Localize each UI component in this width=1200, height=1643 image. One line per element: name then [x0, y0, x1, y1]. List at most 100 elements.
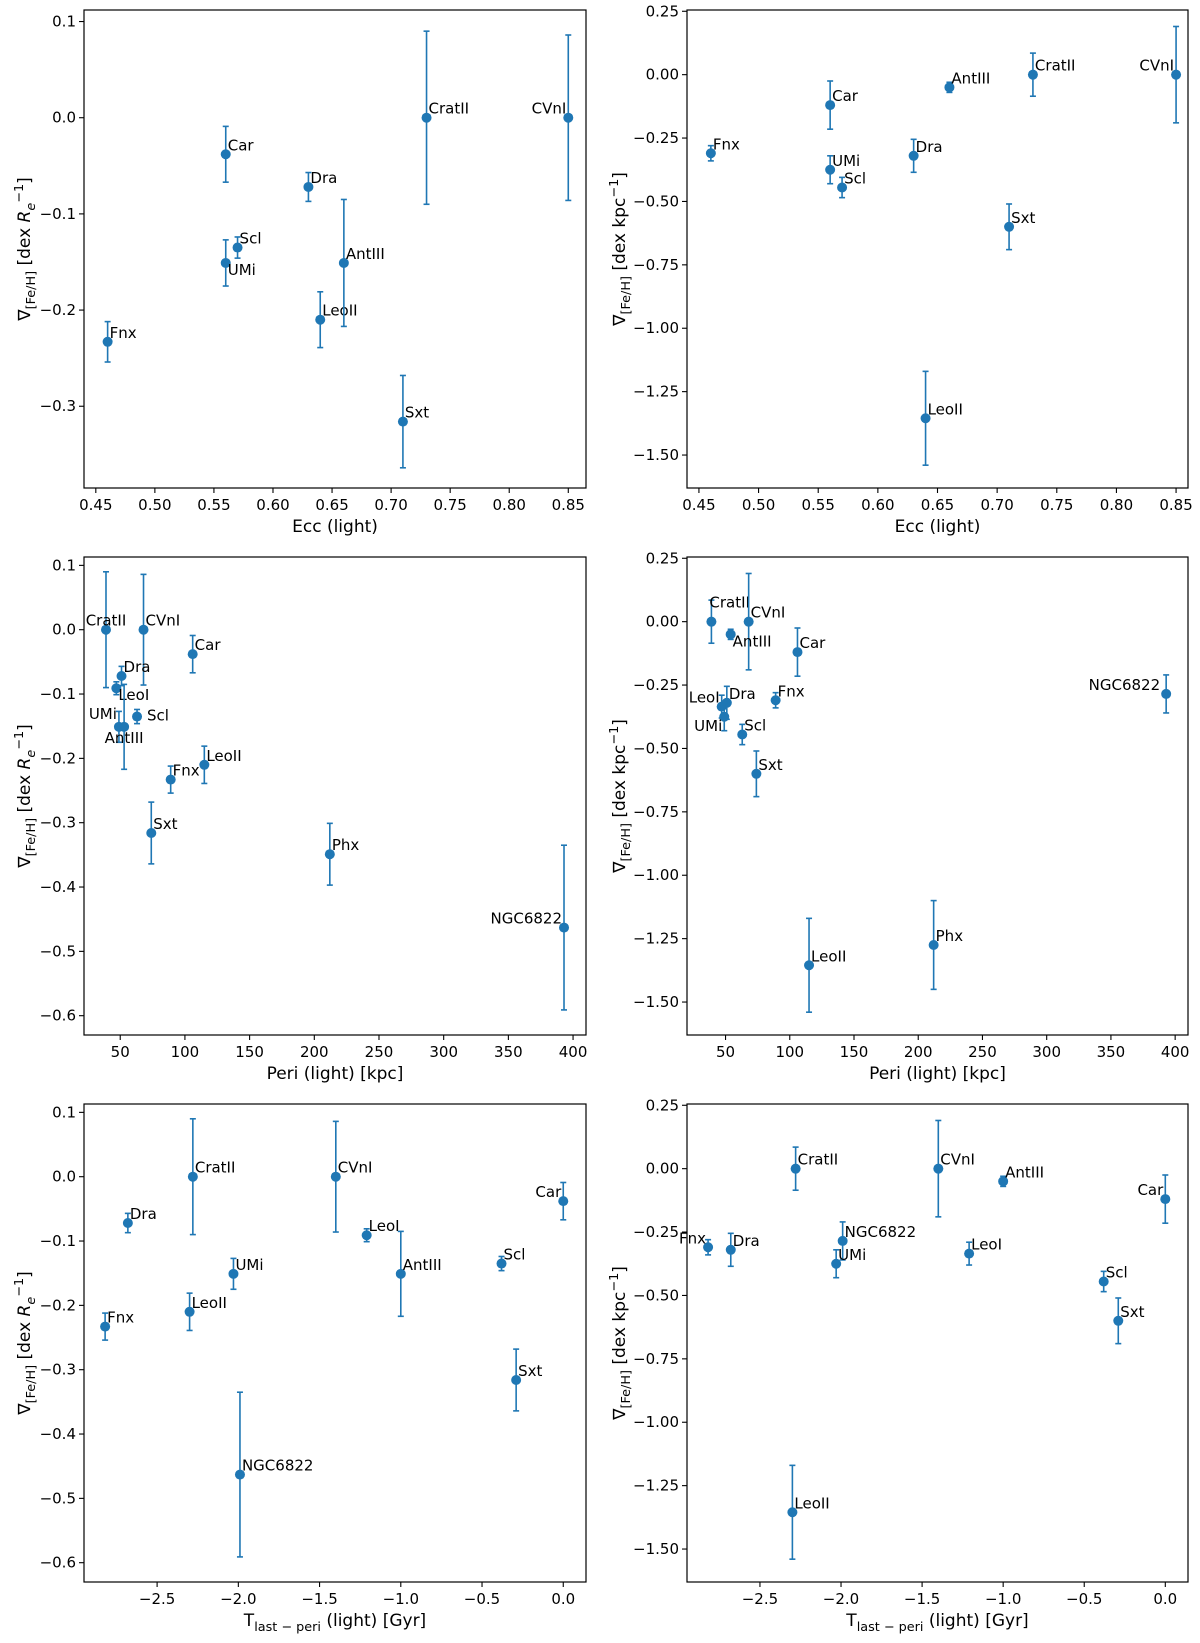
x-tick-label: −1.5 [904, 1590, 940, 1608]
x-tick-label: 0.60 [861, 496, 894, 514]
data-point-cvni: CVnI [743, 572, 785, 671]
x-tick-label: 250 [968, 1043, 997, 1061]
point-label: AntIII [951, 69, 990, 87]
y-tick-label: 0.1 [52, 13, 76, 31]
data-point-cvni: CVnI [1139, 25, 1182, 124]
marker [719, 711, 730, 722]
data-point-sxt: Sxt [397, 374, 429, 469]
marker [102, 336, 113, 347]
data-point-antiii: AntIII [944, 69, 990, 94]
y-tick-label: −0.3 [40, 1361, 76, 1379]
point-label: Sxt [758, 756, 782, 774]
y-axis-label: ∇[Fe/H] [dex kpc−1] [607, 719, 634, 874]
point-label: Scl [240, 230, 262, 248]
data-point-car: Car [792, 627, 826, 677]
y-tick-label: 0.1 [52, 1103, 76, 1121]
point-label: Fnx [679, 1229, 706, 1247]
x-tick-label: 400 [1161, 1043, 1190, 1061]
axes-frame [686, 556, 1189, 1036]
y-tick-label: −0.1 [40, 205, 76, 223]
data-point-antiii: AntIII [725, 628, 772, 650]
point-label: LeoI [118, 686, 149, 704]
marker [787, 1507, 798, 1518]
x-tick-label: 400 [559, 1043, 588, 1061]
data-point-fnx: Fnx [100, 1309, 134, 1341]
y-axis-label: ∇[Fe/H] [dex Re−1] [12, 724, 39, 868]
point-label: Dra [124, 658, 151, 676]
data-point-dra: Dra [725, 1232, 760, 1268]
x-axis-label: Tlast − peri (light) [Gyr] [243, 1611, 426, 1635]
point-label: Fnx [173, 762, 200, 780]
marker [792, 647, 803, 658]
point-label: NGC6822 [242, 1457, 314, 1475]
point-label: Dra [916, 138, 943, 156]
data-point-cvni: CVnI [933, 1119, 975, 1218]
marker [138, 624, 149, 635]
marker [100, 624, 111, 635]
marker [703, 1242, 714, 1253]
point-label: CratII [798, 1151, 839, 1169]
point-label: Fnx [778, 682, 805, 700]
data-point-leoii: LeoII [184, 1292, 227, 1332]
point-label: AntIII [1005, 1163, 1044, 1181]
y-tick-label: 0.25 [646, 549, 679, 567]
data-point-fnx: Fnx [165, 762, 200, 794]
marker [119, 721, 130, 732]
marker [397, 416, 408, 427]
x-axis-label: Ecc (light) [292, 517, 378, 537]
marker [116, 671, 127, 682]
point-label: UMi [832, 152, 860, 170]
point-label: Scl [147, 707, 169, 725]
data-point-ngc6822: NGC6822 [234, 1391, 314, 1558]
point-label: LeoI [369, 1217, 400, 1235]
y-tick-label: −0.25 [633, 1223, 679, 1241]
marker [804, 960, 815, 971]
marker [790, 1163, 801, 1174]
x-tick-label: 0.0 [1153, 1590, 1177, 1608]
x-tick-label: 0.80 [1100, 496, 1133, 514]
y-tick-label: −1.00 [633, 1413, 679, 1431]
marker [920, 413, 931, 424]
point-label: Sxt [518, 1362, 542, 1380]
y-tick-label: 0.25 [646, 1096, 679, 1114]
point-label: AntIII [733, 632, 772, 650]
point-label: Car [1137, 1181, 1164, 1199]
y-tick-label: 0.00 [646, 66, 679, 84]
marker [1098, 1276, 1109, 1287]
y-tick-label: −0.50 [633, 1286, 679, 1304]
x-tick-label: 50 [111, 1043, 130, 1061]
panel-peri-vs-gradient-kpc: 50 100 150 200 250 300 350 400 0.25 0.00 −0.25 −0.5… [607, 549, 1189, 1084]
point-label: CratII [1035, 57, 1076, 75]
data-point-dra: Dra [122, 1205, 157, 1234]
marker [933, 1163, 944, 1174]
panel-peri-vs-gradient-re: 50 100 150 200 250 300 350 400 0.1 0.0 −0.1 −0.2 −0.… [12, 556, 587, 1084]
data-point-sxt: Sxt [511, 1348, 543, 1412]
x-tick-label: −1.5 [301, 1590, 337, 1608]
point-label: Car [195, 636, 222, 654]
x-tick-label: 0.75 [1040, 496, 1073, 514]
x-axis-label: Peri (light) [kpc] [869, 1064, 1006, 1084]
x-tick-label: 350 [494, 1043, 523, 1061]
y-tick-label: −1.50 [633, 446, 679, 464]
data-point-cratii: CratII [421, 30, 469, 206]
x-tick-label: −0.5 [464, 1590, 500, 1608]
y-tick-label: −0.2 [40, 749, 76, 767]
x-tick-label: 0.55 [802, 496, 835, 514]
marker [1113, 1315, 1124, 1326]
point-label: Sxt [153, 815, 177, 833]
y-tick-label: 0.00 [646, 613, 679, 631]
y-tick-label: −1.50 [633, 993, 679, 1011]
x-tick-label: 0.75 [433, 496, 466, 514]
point-label: Car [799, 634, 826, 652]
x-tick-label: −2.5 [742, 1590, 778, 1608]
data-point-dra: Dra [116, 658, 151, 687]
data-point-dra: Dra [908, 138, 943, 174]
marker [303, 181, 314, 192]
marker [1171, 69, 1182, 80]
point-label: Fnx [713, 135, 740, 153]
y-tick-label: −1.25 [633, 383, 679, 401]
x-tick-label: 0.85 [552, 496, 585, 514]
x-tick-label: 300 [429, 1043, 458, 1061]
data-point-cratii: CratII [86, 570, 126, 689]
marker [324, 849, 335, 860]
